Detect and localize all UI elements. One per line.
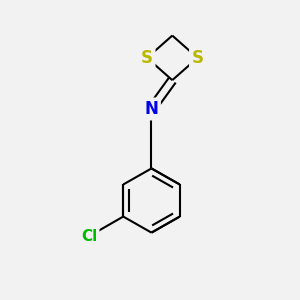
Text: N: N (145, 100, 158, 118)
Text: S: S (141, 49, 153, 67)
Text: Cl: Cl (81, 229, 97, 244)
Text: S: S (192, 49, 204, 67)
